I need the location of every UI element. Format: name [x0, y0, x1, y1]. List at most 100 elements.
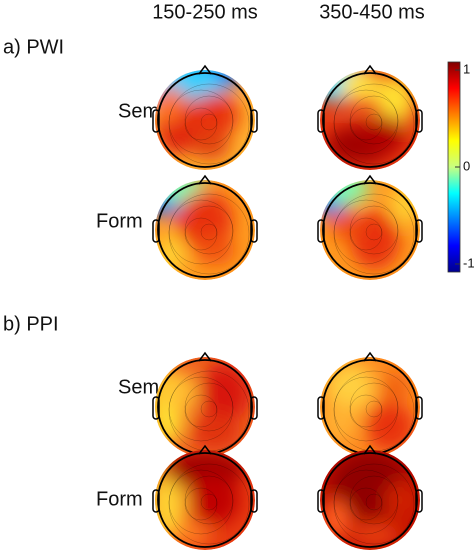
topomap-blob [325, 362, 375, 412]
ear [152, 219, 160, 243]
topomap [317, 174, 423, 280]
ear [317, 109, 325, 133]
row-label: Form [96, 210, 143, 232]
nose [363, 174, 377, 185]
head-outline [322, 72, 418, 168]
contour [168, 193, 250, 275]
contour [333, 89, 399, 155]
contour [168, 83, 250, 165]
ear [415, 109, 423, 133]
colorbar-tick-label: -1 [463, 255, 474, 270]
topomap-fill [155, 357, 255, 457]
topomap [152, 444, 258, 550]
contour [184, 394, 218, 428]
contour [349, 382, 399, 432]
colorbar-tick-label: 0 [463, 158, 470, 173]
contour [365, 113, 383, 131]
contour [184, 217, 218, 251]
contour [168, 469, 234, 535]
topomap-blob [350, 523, 400, 547]
contour [365, 493, 383, 511]
contour [168, 463, 250, 545]
ear [152, 396, 160, 420]
contour [349, 205, 399, 255]
contour [168, 89, 234, 155]
contour [333, 376, 399, 442]
topomap [317, 444, 423, 550]
contour [349, 394, 383, 428]
ear [152, 109, 160, 133]
row-label: Sem [118, 100, 159, 122]
ear [317, 489, 325, 513]
topomap-fill [320, 70, 420, 170]
ear [415, 489, 423, 513]
ear [250, 396, 258, 420]
nose [198, 351, 212, 362]
contour [349, 107, 383, 141]
topomap-blob [320, 180, 370, 203]
nose [363, 64, 377, 75]
topomap-fill [155, 450, 255, 550]
contour [184, 107, 218, 141]
topomap-blob [195, 235, 235, 265]
contour [200, 223, 218, 241]
contour [200, 493, 218, 511]
ear [250, 109, 258, 133]
contour [200, 400, 218, 418]
topomap [152, 174, 258, 280]
contour [349, 95, 399, 145]
topomap-blob [200, 362, 250, 422]
topomap [152, 351, 258, 457]
contour [184, 205, 234, 255]
topomap-blob [365, 402, 415, 452]
topomap-blob [340, 70, 380, 103]
topomap-blob [156, 85, 184, 125]
topomap-fill [320, 357, 420, 457]
panel-label: b) PPI [3, 313, 59, 335]
head-outline [157, 452, 253, 548]
contour [333, 463, 415, 545]
topomap-blob [385, 480, 415, 520]
topomap-blob [190, 414, 240, 450]
ear [152, 489, 160, 513]
topomap-fill [320, 450, 420, 550]
contour [184, 475, 234, 525]
column-header: 350-450 ms [319, 1, 425, 23]
head-outline [157, 72, 253, 168]
contour [333, 193, 415, 275]
topomap [317, 64, 423, 170]
colorbar-tick-label: 1 [463, 61, 470, 76]
topomap-blob [190, 130, 230, 160]
contour [349, 475, 399, 525]
nose [363, 351, 377, 362]
contour [184, 95, 234, 145]
row-label: Sem [118, 376, 159, 398]
topomap-blob [330, 210, 360, 240]
row-label: Form [96, 488, 143, 510]
ear [250, 489, 258, 513]
head-outline [322, 182, 418, 278]
topomaps [152, 64, 423, 550]
nose [363, 444, 377, 455]
contour [168, 199, 234, 265]
topomap-blob [170, 523, 210, 547]
nose [198, 174, 212, 185]
panel-label: a) PWI [3, 36, 64, 58]
contour [333, 83, 415, 165]
ear [415, 396, 423, 420]
topomap-blob [162, 372, 198, 412]
topomap-fill [320, 180, 420, 280]
topomap-blob [365, 115, 405, 155]
ear [415, 219, 423, 243]
contour [365, 400, 383, 418]
ear [250, 219, 258, 243]
nose [198, 64, 212, 75]
contour [349, 487, 383, 521]
head-outline [322, 452, 418, 548]
topomap-blob [380, 372, 410, 402]
topomap-blobs [320, 362, 415, 452]
column-header: 150-250 ms [152, 1, 258, 23]
ear [317, 219, 325, 243]
contour [365, 223, 383, 241]
